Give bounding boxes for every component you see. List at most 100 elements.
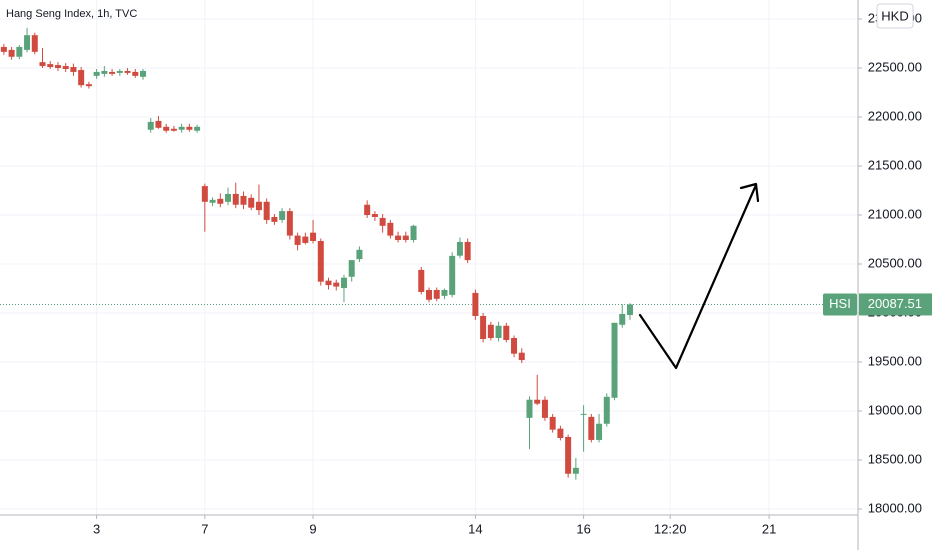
candle-body xyxy=(495,325,502,339)
candle-body xyxy=(186,126,193,130)
candle-body xyxy=(611,322,618,398)
candle-body xyxy=(124,70,131,73)
x-tick-label: 9 xyxy=(309,521,316,536)
y-tick-label: 21000.00 xyxy=(868,206,922,221)
candle-body xyxy=(194,126,201,131)
candle-body xyxy=(232,193,239,205)
candle-body xyxy=(0,46,7,52)
y-tick-label: 18500.00 xyxy=(868,451,922,466)
candle-body xyxy=(24,35,31,50)
candle-body xyxy=(47,64,54,68)
candle-body xyxy=(456,241,463,256)
y-tick-label: 22000.00 xyxy=(868,108,922,123)
candle-body xyxy=(302,236,309,243)
drawn-arrow xyxy=(638,182,760,370)
candle-body xyxy=(603,396,610,424)
candle-body xyxy=(317,240,324,282)
candle-body xyxy=(449,255,456,295)
candle-body xyxy=(626,304,633,315)
last-price-label: 20087.51 xyxy=(868,296,922,311)
y-tick-label: 18000.00 xyxy=(868,500,922,515)
candle-body xyxy=(294,235,301,245)
candle-body xyxy=(395,235,402,241)
chart-title: Hang Seng Index, 1h, TVC xyxy=(6,8,137,20)
candle-body xyxy=(70,67,77,72)
x-tick-label: 12:20 xyxy=(654,521,687,536)
candle-body xyxy=(364,204,371,216)
currency: HKD xyxy=(881,8,908,23)
candle-body xyxy=(255,201,262,211)
candle-body xyxy=(8,49,15,57)
y-tick-label: 21500.00 xyxy=(868,157,922,172)
candle-body xyxy=(39,62,46,67)
grid xyxy=(0,0,858,515)
candle-body xyxy=(441,289,448,296)
candle-body xyxy=(271,216,278,222)
candle-body xyxy=(85,84,92,87)
candle-body xyxy=(310,232,317,241)
candle-body xyxy=(116,70,123,73)
x-tick-label: 16 xyxy=(576,521,590,536)
candle-body xyxy=(170,128,177,131)
candle-body xyxy=(580,413,587,415)
candle-body xyxy=(93,71,100,76)
candle-body xyxy=(286,211,293,236)
candle-body xyxy=(418,269,425,292)
candle-body xyxy=(487,324,494,339)
candle-body xyxy=(356,249,363,260)
candle-body xyxy=(163,126,170,131)
y-tick-label: 22500.00 xyxy=(868,59,922,74)
candle-body xyxy=(78,69,85,86)
x-tick-label: 3 xyxy=(93,521,100,536)
candle-body xyxy=(31,35,38,52)
candle-body xyxy=(248,197,255,208)
y-tick-label: 20500.00 xyxy=(868,255,922,270)
candle-body xyxy=(549,416,556,430)
candle-body xyxy=(534,399,541,404)
candle-body xyxy=(572,467,579,474)
y-tick-label: 19500.00 xyxy=(868,353,922,368)
candle-body xyxy=(371,214,378,217)
candle-body xyxy=(155,120,162,128)
candle-body xyxy=(619,313,626,325)
candle-body xyxy=(464,241,471,261)
candle-body xyxy=(557,428,564,438)
candle-body xyxy=(526,399,533,418)
currency-box xyxy=(876,3,914,29)
y-tick-label: 19000.00 xyxy=(868,402,922,417)
candle-body xyxy=(472,292,479,316)
x-tick-label: 21 xyxy=(762,521,776,536)
candle-body xyxy=(503,325,510,340)
candle-body xyxy=(340,277,347,289)
candle-body xyxy=(426,289,432,300)
candle-body xyxy=(109,71,116,74)
candle-body xyxy=(240,195,247,205)
symbol-label: HSI xyxy=(829,296,851,311)
candle-body xyxy=(541,399,548,418)
candle-body xyxy=(565,436,572,474)
candle-body xyxy=(54,65,61,69)
candle-body xyxy=(279,211,286,220)
x-tick-label: 14 xyxy=(468,521,482,536)
candle-body xyxy=(433,289,440,299)
candle-body xyxy=(225,193,232,202)
candle-body xyxy=(348,260,355,277)
candle-body xyxy=(480,315,487,339)
candle-body xyxy=(518,352,525,361)
candle-body xyxy=(62,66,69,69)
candle-body xyxy=(379,217,386,226)
candle-body xyxy=(140,70,146,77)
symbol-tag xyxy=(823,293,857,316)
candle-body xyxy=(410,225,417,241)
candle-body xyxy=(201,186,208,202)
candle-body xyxy=(596,423,603,440)
candle-body xyxy=(178,126,185,130)
candle-body xyxy=(16,46,23,57)
candle-body xyxy=(402,235,409,241)
candle-body xyxy=(101,70,108,74)
candle-body xyxy=(263,201,270,220)
candles xyxy=(0,27,633,480)
candle-body xyxy=(147,121,154,130)
